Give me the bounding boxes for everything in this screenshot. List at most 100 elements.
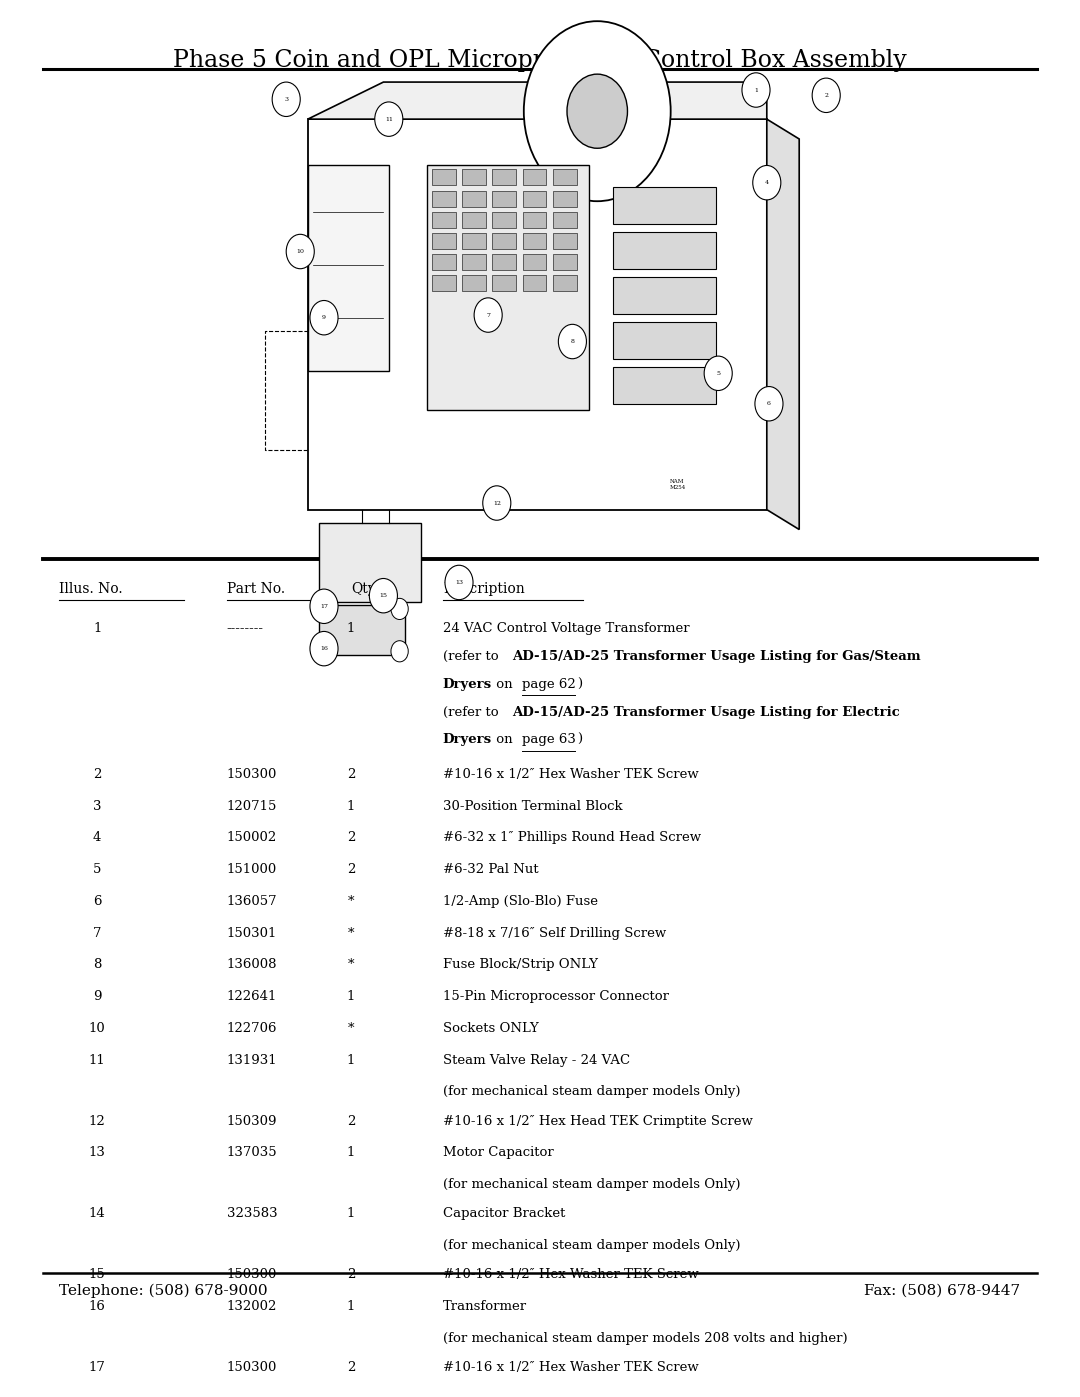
Text: 16: 16 <box>89 1301 106 1313</box>
Text: 323583: 323583 <box>227 1207 278 1220</box>
Circle shape <box>286 235 314 268</box>
Bar <box>523 169 546 186</box>
Text: 120715: 120715 <box>227 799 278 813</box>
Circle shape <box>445 566 473 599</box>
Bar <box>613 187 716 224</box>
Text: #10-16 x 1/2″ Hex Washer TEK Screw: #10-16 x 1/2″ Hex Washer TEK Screw <box>443 768 699 781</box>
Text: 2: 2 <box>347 768 355 781</box>
Text: 136057: 136057 <box>227 895 278 908</box>
Text: Fax: (508) 678-9447: Fax: (508) 678-9447 <box>864 1284 1021 1298</box>
Circle shape <box>483 486 511 520</box>
Text: 5: 5 <box>716 370 720 376</box>
Circle shape <box>524 21 671 201</box>
Text: Qty.: Qty. <box>351 583 378 597</box>
Circle shape <box>742 73 770 108</box>
Bar <box>432 190 456 207</box>
Circle shape <box>812 78 840 113</box>
Text: AD-15/AD-25 Transformer Usage Listing for Gas/Steam: AD-15/AD-25 Transformer Usage Listing fo… <box>512 650 920 664</box>
Text: --------: -------- <box>227 622 264 636</box>
Text: 2: 2 <box>347 1268 355 1281</box>
Circle shape <box>272 82 300 116</box>
Bar <box>492 275 516 291</box>
Text: #6-32 x 1″ Phillips Round Head Screw: #6-32 x 1″ Phillips Round Head Screw <box>443 831 701 844</box>
Text: 16: 16 <box>320 647 328 651</box>
Text: 2: 2 <box>93 768 102 781</box>
Text: 15-Pin Microprocessor Connector: 15-Pin Microprocessor Connector <box>443 990 669 1003</box>
Bar <box>523 233 546 249</box>
Text: 150002: 150002 <box>227 831 278 844</box>
Bar <box>613 232 716 268</box>
Text: *: * <box>348 926 354 940</box>
Text: Sockets ONLY: Sockets ONLY <box>443 1023 539 1035</box>
Bar <box>523 254 546 270</box>
Text: 8: 8 <box>93 958 102 971</box>
Text: 1: 1 <box>347 799 355 813</box>
Bar <box>553 190 577 207</box>
Text: 131931: 131931 <box>227 1053 278 1067</box>
Text: page 62: page 62 <box>522 678 576 690</box>
Bar <box>308 165 389 370</box>
Text: #6-32 Pal Nut: #6-32 Pal Nut <box>443 863 539 876</box>
Text: 13: 13 <box>455 580 463 585</box>
Text: 1: 1 <box>347 622 355 636</box>
Bar <box>613 366 716 404</box>
Text: #10-16 x 1/2″ Hex Washer TEK Screw: #10-16 x 1/2″ Hex Washer TEK Screw <box>443 1268 699 1281</box>
Circle shape <box>753 165 781 200</box>
Text: 8: 8 <box>570 339 575 344</box>
Bar <box>492 169 516 186</box>
Bar <box>492 190 516 207</box>
Text: 17: 17 <box>320 604 328 609</box>
Text: 2: 2 <box>347 1361 355 1373</box>
Bar <box>492 233 516 249</box>
Text: 136008: 136008 <box>227 958 278 971</box>
Text: Dryers: Dryers <box>443 733 491 746</box>
Text: 2: 2 <box>824 92 828 98</box>
Text: #10-16 x 1/2″ Hex Washer TEK Screw: #10-16 x 1/2″ Hex Washer TEK Screw <box>443 1361 699 1373</box>
Text: 122641: 122641 <box>227 990 278 1003</box>
Text: 7: 7 <box>486 313 490 317</box>
Text: 2: 2 <box>347 831 355 844</box>
Text: 13: 13 <box>89 1147 106 1160</box>
Text: on: on <box>492 678 517 690</box>
Text: *: * <box>348 958 354 971</box>
Bar <box>432 212 456 228</box>
Text: 137035: 137035 <box>227 1147 278 1160</box>
Text: ): ) <box>577 678 582 690</box>
Bar <box>553 275 577 291</box>
Text: Transformer: Transformer <box>443 1301 527 1313</box>
Text: 1: 1 <box>347 1147 355 1160</box>
Text: 4: 4 <box>93 831 102 844</box>
Text: *: * <box>348 895 354 908</box>
Text: page 63: page 63 <box>522 733 576 746</box>
Bar <box>462 233 486 249</box>
Text: 15: 15 <box>89 1268 106 1281</box>
Text: Dryers: Dryers <box>443 678 491 690</box>
Text: Steam Valve Relay - 24 VAC: Steam Valve Relay - 24 VAC <box>443 1053 630 1067</box>
Text: on: on <box>492 733 517 746</box>
Text: 4: 4 <box>765 180 769 186</box>
Text: 2: 2 <box>347 863 355 876</box>
Bar <box>319 522 421 602</box>
Bar <box>432 254 456 270</box>
Text: Description: Description <box>443 583 525 597</box>
Text: 1/2-Amp (Slo-Blo) Fuse: 1/2-Amp (Slo-Blo) Fuse <box>443 895 598 908</box>
Text: 150300: 150300 <box>227 768 278 781</box>
Circle shape <box>474 298 502 332</box>
Text: 6: 6 <box>767 401 771 407</box>
Bar <box>432 275 456 291</box>
Circle shape <box>312 641 329 662</box>
Text: 10: 10 <box>89 1023 106 1035</box>
Text: 11: 11 <box>89 1053 106 1067</box>
Bar <box>308 119 767 510</box>
Text: 1: 1 <box>347 1053 355 1067</box>
Bar <box>523 190 546 207</box>
Bar <box>427 165 589 411</box>
Bar <box>492 254 516 270</box>
Text: #8-18 x 7/16″ Self Drilling Screw: #8-18 x 7/16″ Self Drilling Screw <box>443 926 666 940</box>
Polygon shape <box>767 119 799 529</box>
Bar <box>553 233 577 249</box>
Polygon shape <box>308 82 767 119</box>
Text: Part No.: Part No. <box>227 583 285 597</box>
Bar <box>613 277 716 314</box>
Text: 1: 1 <box>347 1301 355 1313</box>
